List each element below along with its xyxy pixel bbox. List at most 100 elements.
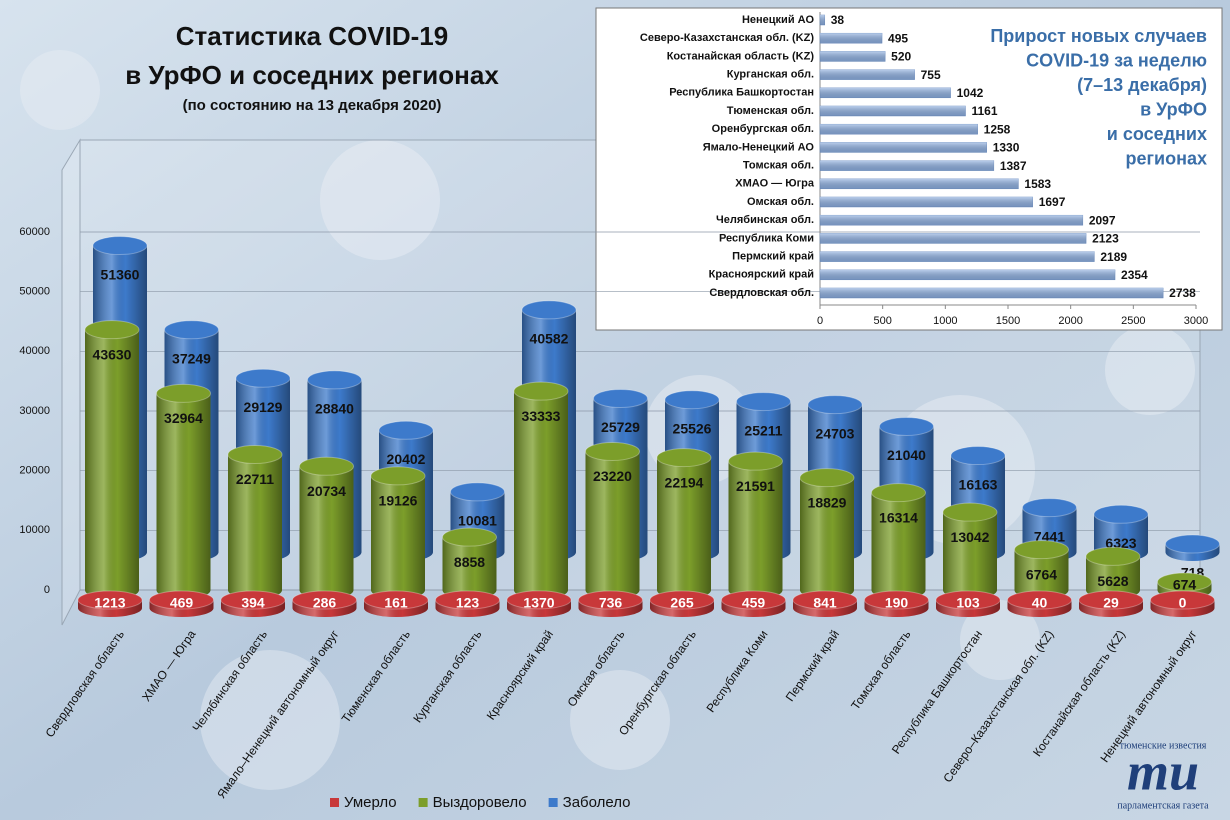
legend-label: Выздоровело	[433, 794, 527, 811]
value-label: 16314	[879, 509, 918, 525]
logo-text: парламентская газета	[1117, 800, 1209, 811]
value-label: 1583	[1024, 177, 1051, 191]
cylinder	[942, 502, 998, 599]
cylinder	[149, 590, 214, 617]
y-tick-label: 20000	[19, 465, 50, 477]
cylinder-top	[84, 320, 140, 340]
y-tick-label: 40000	[19, 345, 50, 357]
value-label: 161	[384, 595, 408, 611]
bar-shade	[820, 197, 1033, 207]
cylinder	[1150, 590, 1215, 617]
bar	[819, 105, 966, 117]
cylinder-top	[656, 448, 712, 468]
cylinder	[721, 590, 786, 617]
y-tick-label: Оренбургская обл.	[712, 123, 814, 135]
value-label: 103	[956, 595, 980, 611]
cylinder-top	[935, 590, 1001, 610]
value-label: 1370	[523, 595, 554, 611]
value-label: 25729	[601, 419, 640, 435]
value-label: 674	[1173, 577, 1197, 593]
cylinder	[363, 590, 429, 617]
bar	[819, 123, 978, 135]
value-label: 2738	[1169, 286, 1196, 300]
cylinder	[656, 448, 712, 599]
value-label: 8858	[454, 554, 485, 570]
cylinder-body-shade	[299, 466, 354, 590]
y-tick-label: Костанайская область (KZ)	[667, 50, 815, 62]
value-label: 286	[313, 595, 337, 611]
cylinder-top	[92, 236, 148, 256]
cylinder	[864, 590, 929, 617]
cylinder-top	[578, 590, 643, 610]
value-label: 190	[885, 595, 909, 611]
bar	[819, 142, 987, 153]
cylinder-top	[807, 395, 863, 415]
y-tick-label: 50000	[19, 286, 50, 298]
cylinder-top	[506, 590, 572, 610]
bar	[819, 32, 883, 44]
cylinder-top	[235, 368, 291, 388]
value-label: 25526	[673, 420, 712, 436]
value-label: 18829	[808, 494, 847, 510]
cylinder-body-shade	[371, 475, 425, 590]
cylinder-top	[585, 441, 640, 461]
y-tick-label: Республика Башкортостан	[669, 87, 814, 99]
value-label: 1387	[1000, 159, 1027, 173]
value-label: 520	[891, 50, 911, 64]
cylinder	[1078, 590, 1144, 617]
logo-mark: ти	[1127, 741, 1199, 801]
value-label: 459	[742, 595, 766, 611]
cylinder-body-shade	[514, 391, 568, 590]
cylinder-top	[1093, 504, 1149, 524]
cylinder	[792, 590, 858, 617]
cylinder-top	[378, 420, 434, 440]
value-label: 25211	[744, 422, 782, 438]
cylinder	[799, 468, 855, 599]
x-tick-label: 0	[817, 315, 823, 327]
y-tick-label: Свердловская обл.	[709, 287, 814, 299]
value-label: 20402	[387, 451, 426, 467]
cylinder-top	[435, 590, 500, 610]
y-tick-label: 0	[44, 584, 50, 596]
value-label: 2189	[1100, 250, 1127, 264]
y-tick-label: Челябинская обл.	[716, 214, 814, 226]
cylinder-top	[942, 502, 998, 522]
value-label: 32964	[164, 410, 203, 426]
bar	[819, 269, 1116, 281]
cylinder-top	[307, 370, 362, 390]
cylinder-top	[363, 590, 429, 610]
cylinder-top	[292, 590, 357, 610]
cylinder-top	[149, 590, 214, 610]
y-tick-label: ХМАО — Югра	[735, 178, 815, 190]
cylinder	[649, 590, 715, 617]
bar-shade	[820, 124, 978, 135]
value-label: 6764	[1026, 566, 1057, 582]
cylinder-top	[156, 383, 211, 403]
x-tick-label: 1000	[933, 315, 957, 327]
y-tick-label: Томская обл.	[743, 160, 814, 172]
bar	[819, 69, 915, 80]
legend-label: Умерло	[344, 794, 397, 811]
value-label: 40	[1032, 595, 1048, 611]
y-tick-label: Пермский край	[732, 251, 814, 263]
cylinder-body-shade	[728, 461, 783, 590]
chart-subtitle: (по состоянию на 13 декабря 2020)	[183, 97, 442, 114]
bar	[819, 287, 1164, 299]
bar	[819, 251, 1095, 262]
cylinder-top	[649, 590, 715, 610]
cylinder-top	[299, 456, 354, 476]
cylinder	[1007, 590, 1072, 617]
y-tick-label: Ямало-Ненецкий АО	[703, 141, 815, 153]
cylinder-top	[1085, 546, 1141, 566]
y-tick-label: 30000	[19, 405, 50, 417]
cylinder-top	[1078, 590, 1144, 610]
cylinder-top	[864, 590, 929, 610]
bar-shade	[820, 269, 1116, 280]
x-tick-label: 3000	[1184, 315, 1208, 327]
value-label: 40582	[530, 331, 569, 347]
value-label: 29	[1103, 595, 1119, 611]
x-tick-label: 1500	[996, 315, 1020, 327]
cylinder-top	[799, 468, 855, 488]
value-label: 7441	[1034, 528, 1065, 544]
